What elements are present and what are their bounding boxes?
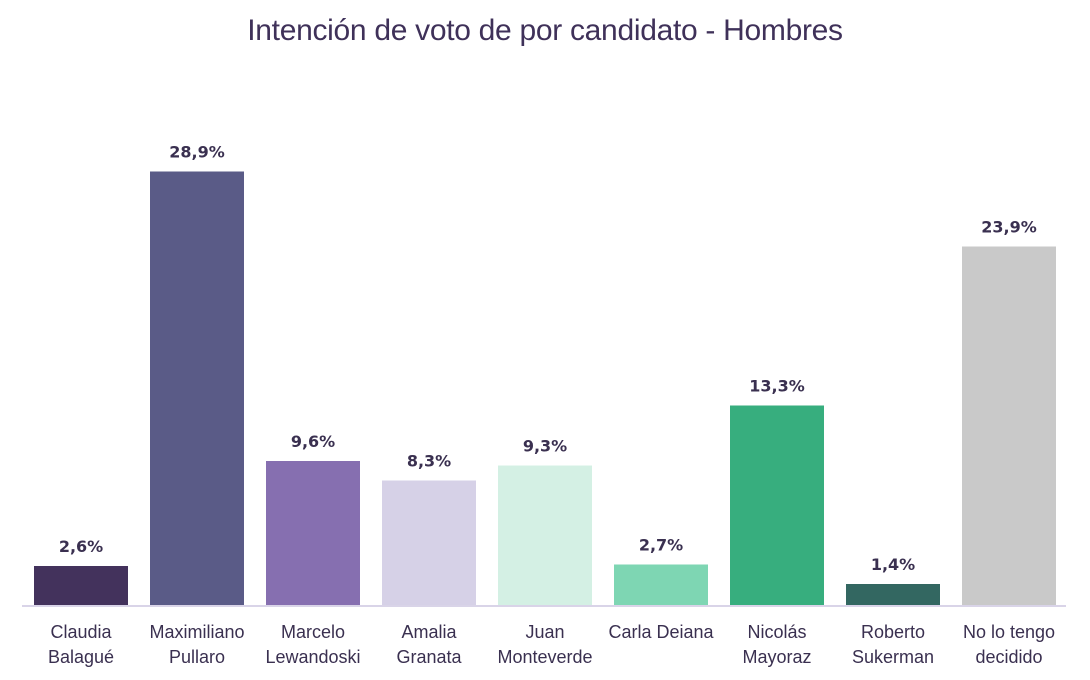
category-label-line: Juan — [525, 622, 564, 642]
category-labels-group: Claudia Balagué Maximiliano Pullaro Marcelo L… — [48, 622, 1055, 667]
value-label: 23,9% — [981, 218, 1037, 237]
value-label: 9,6% — [291, 432, 335, 451]
category-label-line: Monteverde — [497, 647, 592, 667]
value-label: 8,3% — [407, 452, 451, 471]
category-label: Roberto Sukerman — [852, 622, 934, 667]
bars-group — [34, 171, 1056, 605]
bar — [846, 584, 940, 605]
category-label-line: decidido — [975, 647, 1042, 667]
category-label: Nicolás Mayoraz — [742, 622, 811, 667]
category-label-line: Amalia — [401, 622, 457, 642]
category-label-line: Carla Deiana — [608, 622, 714, 642]
bar — [382, 480, 476, 605]
category-label-line: Claudia — [50, 622, 112, 642]
value-label: 9,3% — [523, 437, 567, 456]
value-label: 2,7% — [639, 536, 683, 555]
bar — [150, 171, 244, 605]
value-label: 1,4% — [871, 555, 915, 574]
category-label-line: Maximiliano — [149, 622, 244, 642]
category-label: Claudia Balagué — [48, 622, 114, 667]
category-label-line: Balagué — [48, 647, 114, 667]
bar — [498, 465, 592, 605]
category-label-line: Lewandoski — [265, 647, 360, 667]
category-label: Juan Monteverde — [497, 622, 592, 667]
bar — [614, 564, 708, 605]
value-labels-group: 2,6% 28,9% 9,6% 8,3% 9,3% 2,7% 13,3% 1,4% 23,9% — [59, 143, 1037, 575]
category-label-line: Roberto — [861, 622, 925, 642]
category-label: Marcelo Lewandoski — [265, 622, 360, 667]
bar — [34, 566, 128, 605]
value-label: 13,3% — [749, 377, 805, 396]
category-label-line: Pullaro — [169, 647, 225, 667]
category-label-line: Sukerman — [852, 647, 934, 667]
category-label: Maximiliano Pullaro — [149, 622, 244, 667]
category-label: No lo tengo decidido — [963, 622, 1055, 667]
category-label-line: No lo tengo — [963, 622, 1055, 642]
bar — [266, 461, 360, 605]
chart-title: Intención de voto de por candidato - Hom… — [247, 14, 843, 47]
bar — [730, 405, 824, 605]
category-label-line: Nicolás — [747, 622, 806, 642]
category-label-line: Granata — [396, 647, 462, 667]
value-label: 2,6% — [59, 537, 103, 556]
category-label-line: Mayoraz — [742, 647, 811, 667]
value-label: 28,9% — [169, 143, 225, 162]
category-label: Amalia Granata — [396, 622, 462, 667]
category-label-line: Marcelo — [281, 622, 345, 642]
bar — [962, 246, 1056, 605]
category-label: Carla Deiana — [608, 622, 714, 642]
